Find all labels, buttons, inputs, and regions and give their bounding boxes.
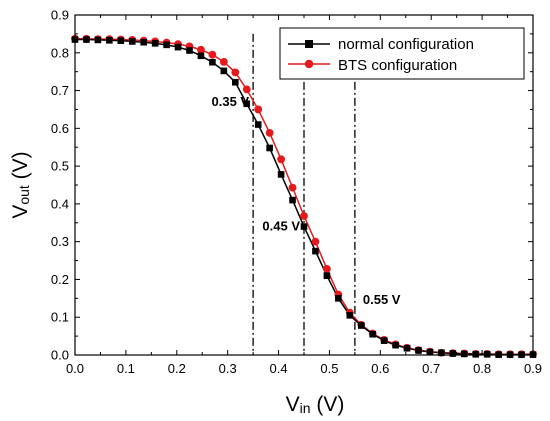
normal-point xyxy=(174,43,182,51)
legend-label-normal: normal configuration xyxy=(338,36,474,53)
x-tick-label: 0.9 xyxy=(524,361,542,376)
normal-point xyxy=(369,330,376,338)
y-tick-label: 0.3 xyxy=(51,234,69,249)
normal-point xyxy=(438,349,445,357)
series-layer xyxy=(71,34,537,359)
y-tick-label: 0.8 xyxy=(51,45,69,60)
normal-point xyxy=(312,247,319,255)
axes: 0.0 0.1 0.2 0.3 0.4 0.5 0.6 0.7 0.8 0.9 0.0 0.1 0.2 0… xyxy=(51,8,542,377)
x-tick-label: 0.5 xyxy=(320,361,338,376)
annotation-1: 0.45 V xyxy=(262,219,300,234)
legend-box xyxy=(279,27,525,80)
x-tick-label: 0.0 xyxy=(66,361,84,376)
annotation-0: 0.35 V xyxy=(212,94,250,109)
bts-point xyxy=(288,183,297,192)
normal-point xyxy=(254,121,262,128)
y-tick-label: 0.4 xyxy=(51,196,69,211)
y-tick-label: 0.5 xyxy=(51,159,69,174)
annotations: 0.35 V 0.45 V 0.55 V xyxy=(212,94,401,307)
normal-point xyxy=(128,38,136,45)
normal-point xyxy=(323,272,331,279)
normal-point xyxy=(140,38,147,46)
x-tick-label: 0.7 xyxy=(422,361,440,376)
normal-point xyxy=(197,52,205,60)
y-tick-label: 0.9 xyxy=(51,8,69,23)
reference-lines xyxy=(252,33,356,355)
y-axis-title: Vout (V) xyxy=(9,151,32,218)
bts-point xyxy=(300,212,308,220)
normal-point xyxy=(163,41,170,49)
normal-point xyxy=(426,348,434,356)
legend-marker-normal xyxy=(305,40,313,48)
normal-point xyxy=(83,36,90,43)
normal-point xyxy=(209,58,216,66)
annotation-2: 0.55 V xyxy=(363,292,401,307)
normal-point xyxy=(186,47,193,54)
normal-point xyxy=(106,37,113,44)
bts-point xyxy=(219,57,228,66)
bts-point xyxy=(311,237,320,246)
bts-point xyxy=(265,128,274,137)
normal-point xyxy=(461,350,468,358)
bts-point xyxy=(231,68,240,77)
normal-point xyxy=(472,350,480,358)
normal-point xyxy=(243,100,251,108)
normal-point xyxy=(94,36,102,44)
x-axis-title: Vin (V) xyxy=(286,393,345,416)
normal-point xyxy=(483,350,491,358)
bts-point xyxy=(242,85,251,94)
normal-point xyxy=(335,295,342,302)
bts-point xyxy=(197,45,205,54)
bts-point xyxy=(208,50,217,59)
y-tick-label: 0.1 xyxy=(51,310,69,325)
bts-point xyxy=(254,105,263,114)
normal-point xyxy=(220,67,228,75)
y-tick-label: 0.2 xyxy=(51,272,69,287)
x-tick-label: 0.6 xyxy=(371,361,389,376)
bts-point xyxy=(277,155,285,164)
normal-point xyxy=(449,350,457,357)
x-tick-label: 0.4 xyxy=(270,361,288,376)
legend-marker-bts xyxy=(304,59,314,69)
legend-label-bts: BTS configuration xyxy=(338,57,457,74)
normal-point xyxy=(346,312,354,319)
normal-point xyxy=(415,347,422,354)
x-tick-label: 0.3 xyxy=(219,361,237,376)
normal-point xyxy=(300,223,308,230)
y-tick-label: 0.6 xyxy=(51,121,69,136)
normal-point xyxy=(277,171,285,178)
normal-point xyxy=(403,344,411,352)
x-tick-label: 0.2 xyxy=(168,361,186,376)
x-tick-label: 0.8 xyxy=(473,361,491,376)
normal-point xyxy=(380,337,388,344)
x-tick-label: 0.1 xyxy=(117,361,135,376)
bts-point xyxy=(323,264,331,273)
normal-point xyxy=(357,322,365,329)
y-tick-label: 0.7 xyxy=(51,83,69,98)
normal-point xyxy=(151,40,159,47)
normal-point xyxy=(289,196,296,204)
normal-point xyxy=(232,78,239,86)
legend: normal configuration BTS configuration xyxy=(279,27,525,80)
normal-point xyxy=(117,37,125,44)
y-tick-label: 0.0 xyxy=(51,348,69,363)
normal-point xyxy=(266,144,273,152)
normal-point xyxy=(392,341,399,349)
